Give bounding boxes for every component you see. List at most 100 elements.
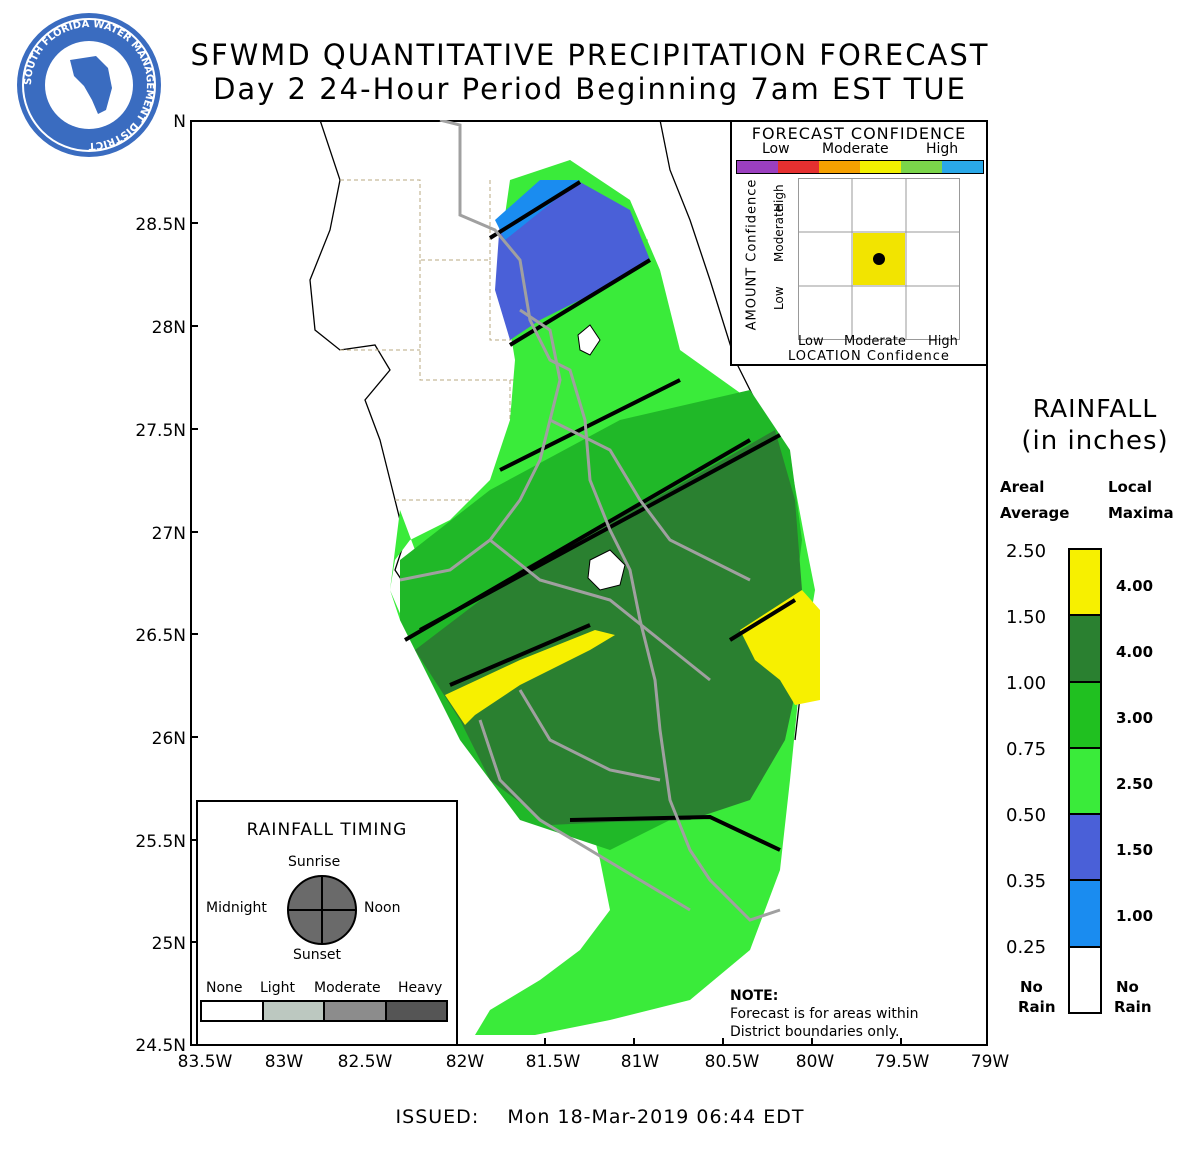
rain-area-dark-green [415, 430, 802, 825]
location-confidence-title: LOCATION Confidence [788, 349, 950, 364]
confidence-title: FORECAST CONFIDENCE [751, 124, 967, 143]
timing-swatch-light [263, 1002, 325, 1020]
confidence-swatch-yellow [860, 161, 901, 173]
rainfall-legend-title: RAINFALL [1032, 394, 1158, 423]
lat-label: 26N [151, 729, 186, 749]
areal-value: 2.50 [1006, 541, 1047, 562]
issued-value: Mon 18-Mar-2019 06:44 EDT [507, 1106, 805, 1128]
lat-label: 25N [151, 934, 186, 954]
map-title-line1: SFWMD QUANTITATIVE PRECIPITATION FORECAS… [190, 38, 990, 72]
note-label: NOTE: [730, 988, 779, 1004]
confidence-scale-low: Low [762, 141, 790, 157]
location-level-high: High [928, 334, 958, 349]
timing-intensity-scale [200, 1000, 448, 1022]
district-boundaries [399, 120, 781, 922]
lat-label: 27.5N [135, 421, 186, 441]
confidence-swatch-green [901, 161, 942, 173]
rain-swatch-light-blue [1070, 881, 1100, 948]
legend-areal-header: Areal [1000, 478, 1045, 496]
areal-value: 1.00 [1006, 673, 1047, 694]
confidence-scale-moderate: Moderate [822, 141, 889, 157]
no-rain-left: No [1020, 978, 1043, 996]
timing-scale-moderate: Moderate [314, 980, 381, 996]
lat-label: 24.5N [135, 1036, 186, 1056]
timing-sunrise: Sunrise [288, 854, 341, 870]
local-max-value: 2.50 [1116, 775, 1154, 793]
rain-swatch-purple-blue [1070, 815, 1100, 882]
forecast-confidence-box: FORECAST CONFIDENCE Low Moderate High AM… [730, 120, 988, 366]
lon-label: 80W [795, 1052, 835, 1072]
areal-value: 0.75 [1006, 739, 1047, 760]
location-level-moderate: Moderate [844, 334, 906, 349]
timing-sunset: Sunset [293, 947, 342, 963]
lon-label: 81.5W [525, 1052, 581, 1072]
note-line1: Forecast is for areas within [730, 1006, 919, 1022]
local-max-value: 4.00 [1116, 577, 1154, 595]
areal-value: 1.50 [1006, 607, 1047, 628]
lat-label: 25.5N [135, 832, 186, 852]
confidence-color-scale [736, 160, 984, 174]
timing-noon: Noon [364, 900, 401, 916]
amount-confidence-title: AMOUNT Confidence [744, 178, 760, 331]
local-max-value: 3.00 [1116, 709, 1154, 727]
rain-swatch-yellow [1070, 550, 1100, 617]
lon-label: 82W [445, 1052, 485, 1072]
rainfall-legend-units: (in inches) [1021, 426, 1169, 456]
issued-line: ISSUED: Mon 18-Mar-2019 06:44 EDT [0, 1106, 1200, 1128]
timing-scale-light: Light [260, 980, 295, 996]
lake-kissimmee [577, 324, 601, 356]
no-rain-left: Rain [1018, 998, 1056, 1016]
local-max-value: 1.00 [1116, 907, 1154, 925]
confidence-swatch-purple [737, 161, 778, 173]
lon-label: 79.5W [874, 1052, 930, 1072]
local-max-value: 1.50 [1116, 841, 1154, 859]
rainfall-timing-box: RAINFALL TIMING Sunrise Noon Sunset Midn… [196, 800, 458, 1046]
timing-swatch-heavy [386, 1002, 446, 1020]
amount-level-moderate: Moderate [772, 204, 786, 262]
map-title-line2: Day 2 24-Hour Period Beginning 7am EST T… [213, 72, 967, 106]
areal-value: 0.35 [1006, 871, 1047, 892]
lon-label: 82.5W [337, 1052, 393, 1072]
timing-scale-none: None [206, 980, 243, 996]
rainfall-color-bar [1068, 548, 1102, 1014]
timing-midnight: Midnight [206, 900, 267, 916]
lat-label: N [173, 112, 186, 132]
lat-label: 28N [151, 318, 186, 338]
confidence-swatch-blue [942, 161, 983, 173]
lon-label: 83.5W [177, 1052, 233, 1072]
lon-label: 81W [620, 1052, 660, 1072]
confidence-swatch-orange [819, 161, 860, 173]
lat-label: 26.5N [135, 626, 186, 646]
amount-level-high: High [772, 184, 786, 212]
timing-title: RAINFALL TIMING [246, 820, 408, 840]
rain-swatch-white [1070, 947, 1100, 1012]
no-rain-right: No [1116, 978, 1139, 996]
rain-area-yellow-east [740, 590, 820, 705]
lake-okeechobee [587, 549, 626, 591]
legend-areal-header: Average [1000, 504, 1070, 522]
areal-value: 0.50 [1006, 805, 1047, 826]
rain-area-purple-blue [495, 182, 650, 340]
lon-label: 83W [264, 1052, 304, 1072]
rain-swatch-medium-green [1070, 682, 1100, 749]
legend-local-header: Local [1108, 478, 1153, 496]
amount-level-low: Low [772, 286, 786, 310]
confidence-marker [873, 253, 885, 265]
timing-scale-heavy: Heavy [398, 980, 443, 996]
no-rain-right: Rain [1114, 998, 1152, 1016]
confidence-grid-lines [798, 178, 960, 340]
note-line2: District boundaries only. [730, 1024, 900, 1040]
timing-swatch-none [202, 1002, 264, 1020]
confidence-scale-high: High [926, 141, 959, 157]
timing-swatch-moderate [325, 1002, 387, 1020]
confidence-swatch-red [778, 161, 819, 173]
rain-area-yellow-west [445, 630, 615, 725]
location-level-low: Low [798, 334, 824, 349]
timing-clock-icon [287, 875, 357, 945]
map-frame [190, 120, 988, 1046]
rain-swatch-light-green [1070, 748, 1100, 816]
rain-contours [403, 180, 797, 852]
issued-label: ISSUED: [395, 1106, 480, 1128]
lon-label: 79W [970, 1052, 1010, 1072]
areal-value: 0.25 [1006, 937, 1047, 958]
